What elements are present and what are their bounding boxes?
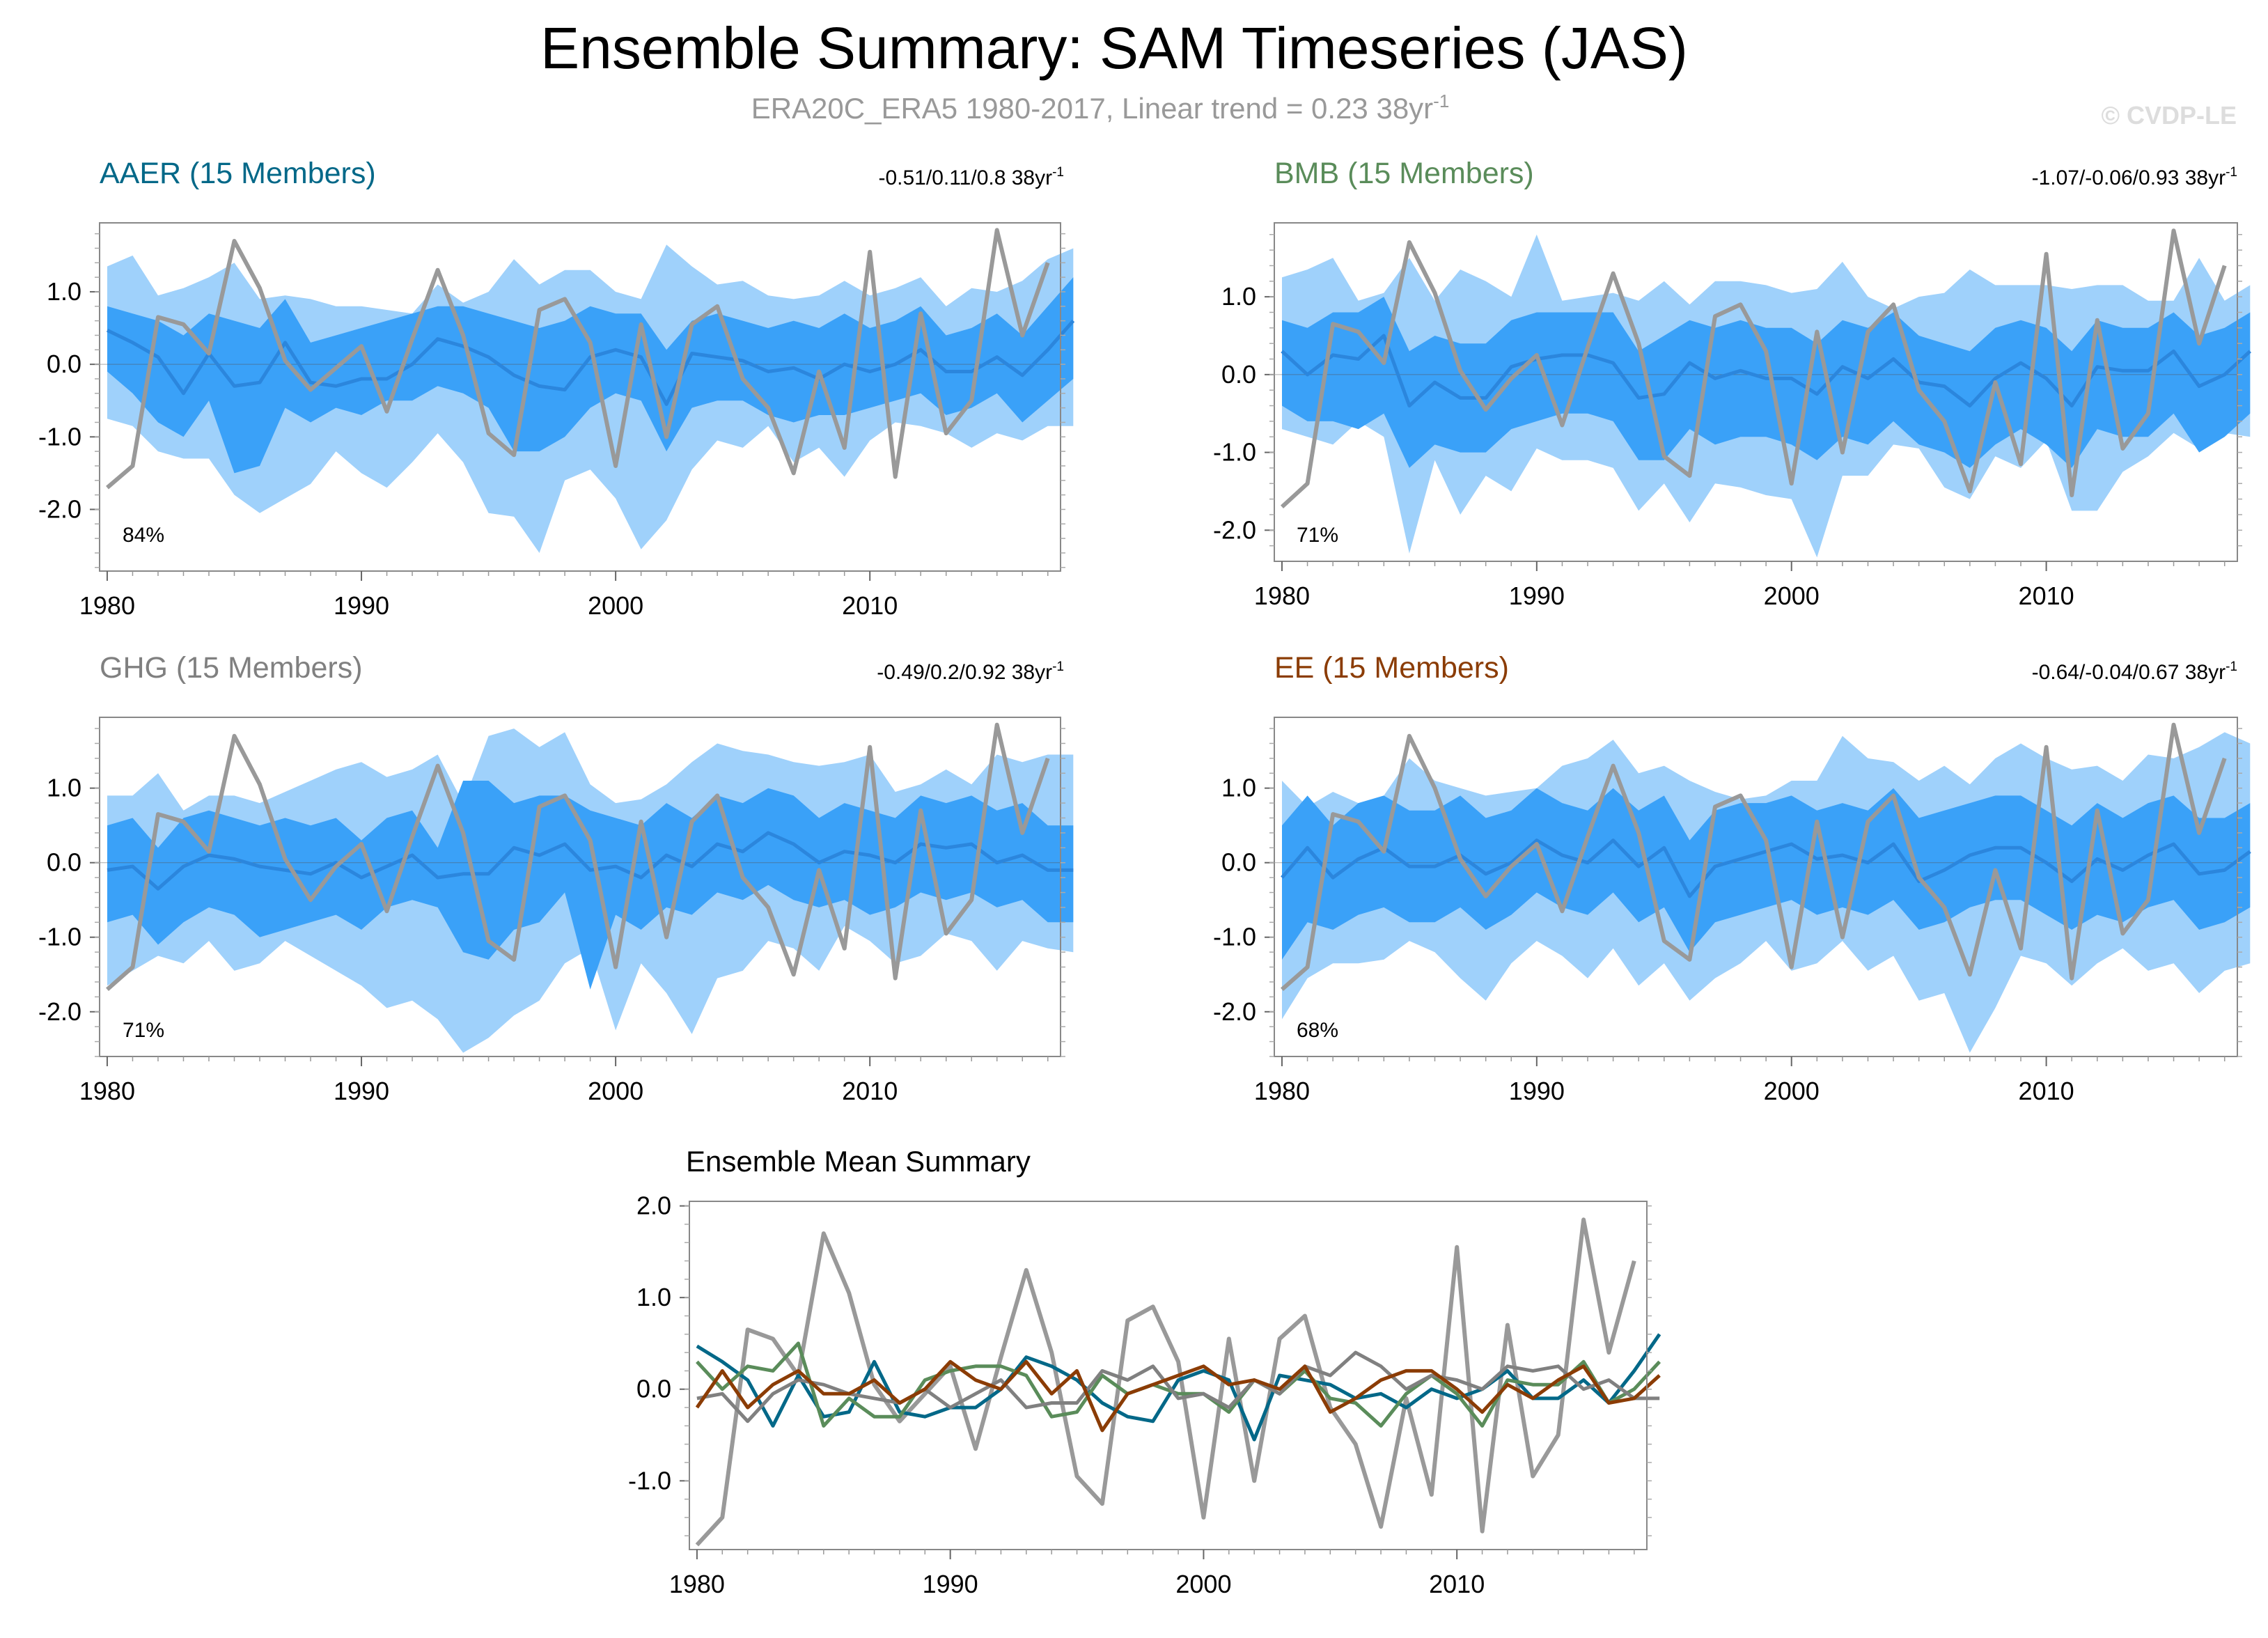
summary-line-ghg: [696, 1350, 1660, 1424]
band-25-75-ee: [1282, 788, 2251, 960]
x-tick-label-aaer-1990: 1990: [334, 591, 389, 620]
x-tick-label-summary-1990: 1990: [923, 1570, 978, 1598]
x-tick-label-ghg-2010: 2010: [842, 1077, 898, 1105]
y-tick-label-summary: -1.0: [628, 1466, 671, 1495]
observed-line-aaer: [106, 228, 1050, 490]
trend-label-bmb: -1.07/-0.06/0.93 38yr-1: [2032, 165, 2237, 189]
trend-label-aaer: -0.51/0.11/0.8 38yr-1: [878, 165, 1064, 189]
percent-label-ghg: 71%: [123, 1019, 164, 1042]
summary-line-observed: [695, 1217, 1636, 1547]
figure-title: Ensemble Summary: SAM Timeseries (JAS): [540, 15, 1688, 81]
panel-title-aaer: AAER (15 Members): [100, 157, 376, 190]
y-tick-label-ee: -2.0: [1213, 997, 1256, 1026]
panel-aaer: AAER (15 Members) -0.51/0.11/0.8 38yr-1 …: [38, 157, 1075, 620]
trend-label-ee: -0.64/-0.04/0.67 38yr-1: [2032, 660, 2237, 684]
x-tick-label-summary-2000: 2000: [1175, 1570, 1231, 1598]
y-tick-label-bmb: -1.0: [1213, 438, 1256, 467]
plot-frame-ee: [1274, 717, 2238, 1057]
y-tick-label-ghg: 1.0: [47, 774, 81, 802]
percent-label-bmb: 71%: [1297, 524, 1338, 547]
y-tick-label-ghg: -1.0: [38, 923, 81, 951]
observed-line-ee: [1281, 722, 2227, 991]
percent-label-aaer: 84%: [123, 524, 164, 547]
y-tick-label-aaer: -2.0: [38, 494, 81, 523]
figure-subtitle: ERA20C_ERA5 1980-2017, Linear trend = 0.…: [751, 91, 1450, 125]
summary-line-ee: [695, 1359, 1661, 1433]
watermark: © CVDP-LE: [2101, 101, 2237, 130]
panel-ee: EE (15 Members) -0.64/-0.04/0.67 38yr-1 …: [1213, 651, 2251, 1105]
observed-line-ghg: [106, 722, 1050, 991]
trend-label-ghg: -0.49/0.2/0.92 38yr-1: [877, 660, 1064, 684]
y-tick-label-aaer: 1.0: [47, 277, 81, 306]
y-tick-label-summary: 2.0: [636, 1192, 671, 1220]
x-tick-label-bmb-1990: 1990: [1509, 582, 1565, 610]
ensemble-mean-line-ghg: [107, 831, 1074, 891]
panel-title-bmb: BMB (15 Members): [1274, 157, 1534, 190]
y-tick-label-ghg: -2.0: [38, 997, 81, 1026]
observed-line-bmb: [1280, 228, 2227, 509]
panel-title-summary: Ensemble Mean Summary: [686, 1145, 1031, 1178]
y-tick-label-aaer: -1.0: [38, 422, 81, 451]
y-tick-label-ghg: 0.0: [47, 848, 81, 877]
plot-frame-ghg: [99, 717, 1061, 1057]
y-tick-label-summary: 1.0: [636, 1283, 671, 1311]
band-25-75-ghg: [107, 781, 1074, 990]
plot-area-aaer: 1980 1990 2000 2010 1.0 0.0 -1.0 -2.0: [38, 222, 1075, 620]
x-tick-label-ee-2000: 2000: [1764, 1077, 1820, 1105]
x-tick-label-aaer-2010: 2010: [842, 591, 898, 620]
y-tick-label-summary: 0.0: [636, 1375, 671, 1403]
x-tick-label-ghg-1980: 1980: [79, 1077, 135, 1105]
x-tick-label-aaer-1980: 1980: [79, 591, 135, 620]
plot-frame-summary: [689, 1201, 1648, 1550]
plot-area-ee: 1980 1990 2000 2010 1.0 0.0 -1.0 -2.0: [1213, 717, 2251, 1105]
x-tick-label-ee-1990: 1990: [1509, 1077, 1565, 1105]
x-tick-label-aaer-2000: 2000: [588, 591, 643, 620]
panel-ghg: GHG (15 Members) -0.49/0.2/0.92 38yr-1 1…: [38, 651, 1074, 1105]
y-tick-label-aaer: 0.0: [47, 350, 81, 378]
x-tick-label-ghg-1990: 1990: [334, 1077, 389, 1105]
x-tick-label-summary-2010: 2010: [1429, 1570, 1485, 1598]
panel-title-ee: EE (15 Members): [1274, 651, 1509, 685]
y-tick-label-ee: 0.0: [1221, 848, 1256, 877]
y-tick-label-bmb: 0.0: [1221, 360, 1256, 389]
x-tick-label-bmb-2000: 2000: [1764, 582, 1820, 610]
plot-area-summary: 1980 1990 2000 2010 2.0 1.0 0.0 -1.0: [628, 1192, 1661, 1598]
plot-area-ghg: 1980 1990 2000 2010 1.0 0.0 -1.0 -2.0: [38, 717, 1074, 1105]
plot-area-bmb: 1980 1990 2000 2010 1.0 0.0 -1.0 -2.0: [1213, 222, 2251, 610]
band-25-75-aaer: [107, 277, 1074, 474]
x-tick-label-ghg-2000: 2000: [588, 1077, 643, 1105]
plot-frame-bmb: [1274, 222, 2238, 562]
y-tick-label-bmb: 1.0: [1221, 282, 1256, 311]
x-tick-label-ee-2010: 2010: [2019, 1077, 2074, 1105]
plot-frame-aaer: [99, 222, 1061, 572]
y-tick-label-bmb: -2.0: [1213, 515, 1256, 544]
x-tick-label-bmb-1980: 1980: [1254, 582, 1310, 610]
x-tick-label-bmb-2010: 2010: [2019, 582, 2074, 610]
panel-title-ghg: GHG (15 Members): [100, 651, 363, 685]
x-tick-label-ee-1980: 1980: [1254, 1077, 1310, 1105]
y-tick-label-ee: -1.0: [1213, 923, 1256, 951]
panel-bmb: BMB (15 Members) -1.07/-0.06/0.93 38yr-1…: [1213, 157, 2251, 610]
percent-label-ee: 68%: [1297, 1019, 1338, 1042]
y-tick-label-ee: 1.0: [1221, 774, 1256, 802]
panel-ensemble-mean-summary: Ensemble Mean Summary 1980 1990 2000 2010 2.…: [628, 1145, 1661, 1598]
x-tick-label-summary-1980: 1980: [669, 1570, 725, 1598]
